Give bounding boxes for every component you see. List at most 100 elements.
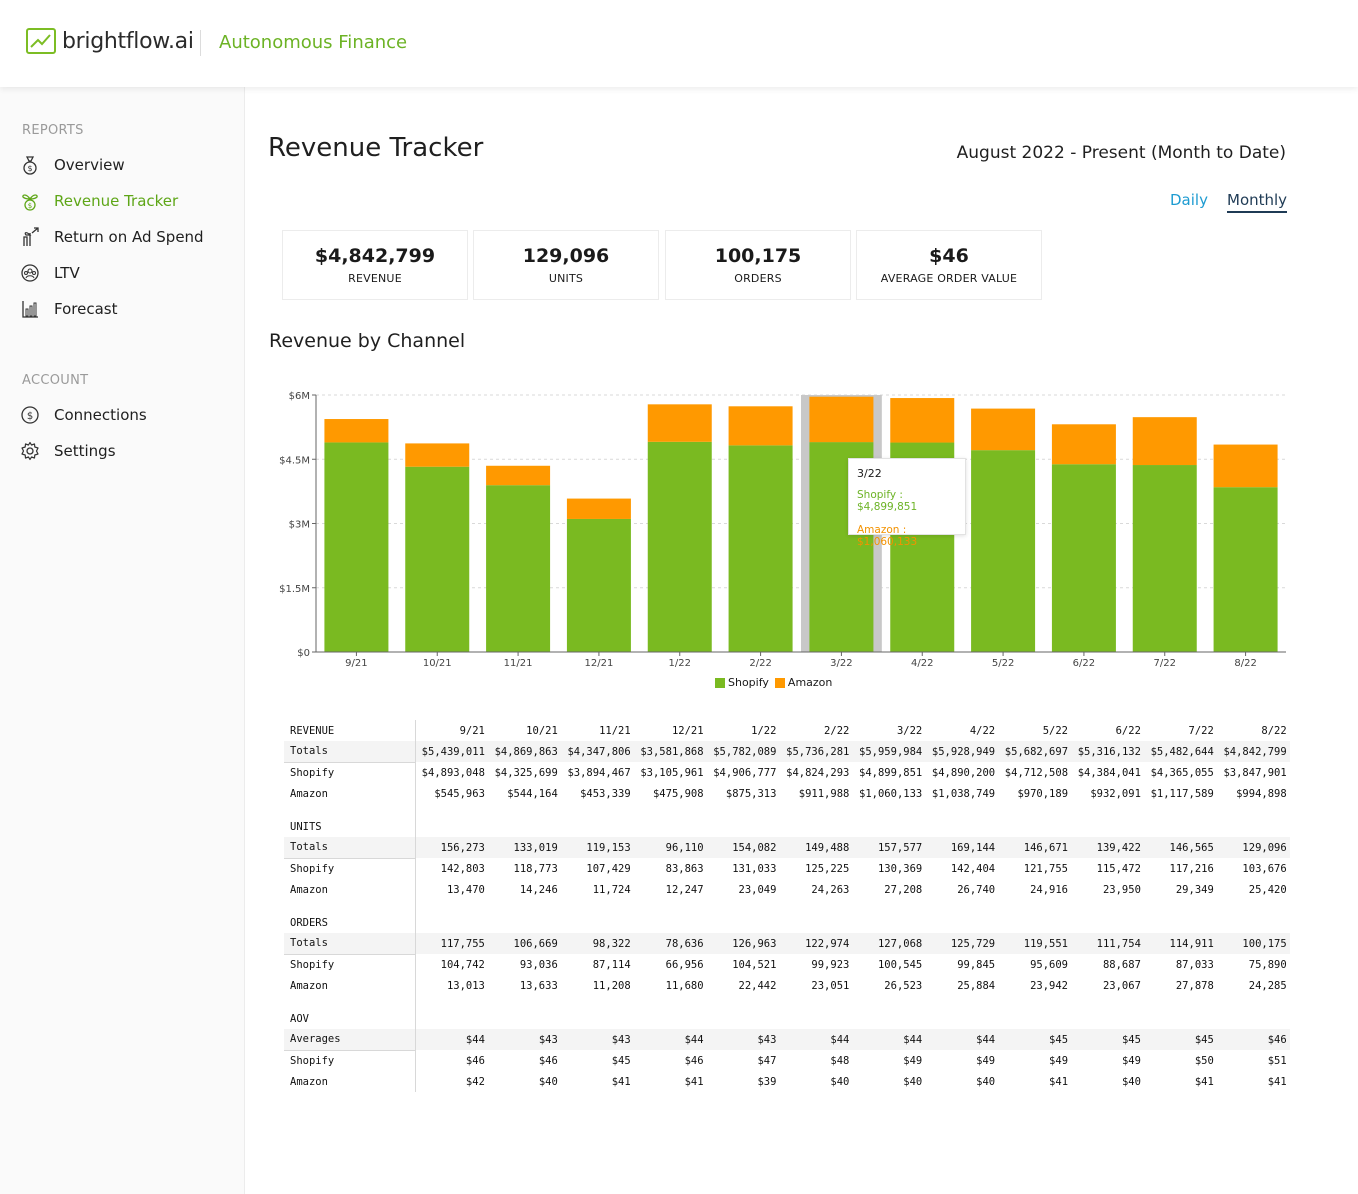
gap-cell xyxy=(852,996,925,1008)
shopify-swatch xyxy=(715,677,725,688)
table-cell: 121,755 xyxy=(1023,862,1069,875)
table-cell: $5,959,984 xyxy=(852,741,926,762)
table-cell: 96,110 xyxy=(633,837,707,858)
bar-shopify[interactable] xyxy=(1213,487,1278,652)
table-cell: 98,322 xyxy=(560,933,634,954)
bar-shopify[interactable] xyxy=(1051,464,1116,652)
table-cell: 13,470 xyxy=(446,883,485,896)
logo[interactable]: brightflow.ai xyxy=(26,28,194,54)
kpi-aov: $46 AVERAGE ORDER VALUE xyxy=(856,230,1042,300)
svg-text:$: $ xyxy=(27,411,33,422)
bar-amazon[interactable] xyxy=(1051,424,1116,465)
sidebar-item-label: Connections xyxy=(54,406,147,424)
table-cell: $48 xyxy=(830,1054,850,1067)
empty-cell xyxy=(1071,816,1144,837)
legend-shopify[interactable]: Shopify xyxy=(728,676,769,689)
tooltip-amazon: Amazon : $1,060,133 xyxy=(857,524,918,548)
table-cell: 11,724 xyxy=(592,883,631,896)
table-cell: 104,742 xyxy=(440,958,485,971)
section-title: REVENUE xyxy=(284,720,416,741)
empty-cell xyxy=(779,912,852,933)
sidebar-item-label: Settings xyxy=(54,442,116,460)
table-cell: $4,869,863 xyxy=(487,741,561,762)
table-cell: $42 xyxy=(465,1075,485,1088)
daily-toggle[interactable]: Daily xyxy=(1170,191,1208,209)
empty-cell xyxy=(925,912,998,933)
bar-shopify[interactable] xyxy=(324,442,389,652)
table-row: Shopify 104,742 93,036 87,114 66,956 104,521 9… xyxy=(284,954,1290,975)
sidebar-item-forecast[interactable]: Forecast xyxy=(20,299,117,319)
table-cell: $49 xyxy=(1049,1054,1069,1067)
gap-cell xyxy=(415,996,488,1008)
table-cell: $545,963 xyxy=(434,787,485,800)
empty-cell xyxy=(634,1008,707,1029)
column-header: 11/21 xyxy=(599,724,631,737)
table-cell: $4,842,799 xyxy=(1216,741,1290,762)
table-cell: $1,060,133 xyxy=(859,787,923,800)
bar-amazon[interactable] xyxy=(1132,417,1197,466)
empty-cell xyxy=(488,816,561,837)
sidebar-item-label: Forecast xyxy=(54,300,118,318)
empty-cell xyxy=(998,912,1071,933)
column-header: 9/21 xyxy=(459,724,485,737)
logo-text: brightflow.ai xyxy=(62,28,194,54)
x-tick-label: 11/21 xyxy=(504,658,533,669)
sidebar-item-return-on-ad-spend[interactable]: Return on Ad Spend xyxy=(20,227,204,247)
bar-amazon[interactable] xyxy=(809,396,874,443)
table-cell: $5,482,644 xyxy=(1143,741,1217,762)
legend-amazon[interactable]: Amazon xyxy=(787,676,833,689)
bar-amazon[interactable] xyxy=(971,408,1036,451)
sidebar-item-revenue-tracker[interactable]: $ Revenue Tracker xyxy=(20,191,178,211)
sidebar-item-settings[interactable]: Settings xyxy=(20,441,116,461)
bar-amazon[interactable] xyxy=(566,498,631,519)
table-row: Averages $44 $43 $43 $44 $43 $44 $44 $44 $45 $45 $4… xyxy=(284,1029,1290,1051)
bar-amazon[interactable] xyxy=(1213,444,1278,488)
bar-shopify[interactable] xyxy=(728,445,793,652)
table-row: Shopify $4,893,048 $4,325,699 $3,894,467 $3,… xyxy=(284,762,1290,783)
top-bar: brightflow.ai Autonomous Finance xyxy=(0,0,1358,87)
chart-title: Revenue by Channel xyxy=(269,330,466,352)
sidebar-item-label: Return on Ad Spend xyxy=(54,228,204,246)
table-cell: 130,369 xyxy=(877,862,923,875)
empty-cell xyxy=(1144,1008,1217,1029)
bar-amazon[interactable] xyxy=(647,404,712,442)
gap-cell xyxy=(779,996,852,1008)
table-cell: $45 xyxy=(1143,1029,1217,1050)
empty-cell xyxy=(561,1008,634,1029)
bar-shopify[interactable] xyxy=(1132,465,1197,652)
bar-shopify[interactable] xyxy=(647,441,712,652)
bar-shopify[interactable] xyxy=(405,466,470,652)
bar-amazon[interactable] xyxy=(405,443,470,467)
x-tick-label: 6/22 xyxy=(1073,658,1095,669)
table-cell: 99,923 xyxy=(811,958,850,971)
empty-cell xyxy=(1217,816,1290,837)
table-cell: $5,782,089 xyxy=(706,741,780,762)
table-cell: 146,565 xyxy=(1143,837,1217,858)
table-cell: $39 xyxy=(757,1075,777,1088)
bar-amazon[interactable] xyxy=(890,398,955,443)
column-header: 1/22 xyxy=(751,724,777,737)
bar-shopify[interactable] xyxy=(971,450,1036,652)
table-cell: 142,803 xyxy=(440,862,485,875)
sidebar-item-ltv[interactable]: LTV xyxy=(20,263,80,283)
gap-cell xyxy=(852,804,925,816)
column-header: 12/21 xyxy=(671,724,704,737)
sidebar-item-overview[interactable]: $ Overview xyxy=(20,155,125,175)
empty-cell xyxy=(1217,1008,1290,1029)
bar-shopify[interactable] xyxy=(486,485,551,652)
bar-amazon[interactable] xyxy=(324,419,389,443)
gap-cell xyxy=(1144,804,1217,816)
empty-cell xyxy=(1071,1008,1144,1029)
table-cell: $3,894,467 xyxy=(567,766,631,779)
revenue-chart: $0 $1.5M $3M $4.5M $6M 9/21 10/21 11/21 12/21 1/2… xyxy=(279,391,1286,669)
bar-amazon[interactable] xyxy=(728,406,793,446)
gap-cell xyxy=(779,900,852,912)
section-gap xyxy=(284,996,1290,1008)
row-label: Amazon xyxy=(284,783,416,804)
monthly-toggle[interactable]: Monthly xyxy=(1227,191,1288,213)
bar-amazon[interactable] xyxy=(486,465,551,486)
column-header: 3/22 xyxy=(896,724,923,737)
bar-shopify[interactable] xyxy=(566,518,631,652)
sidebar-item-connections[interactable]: $ Connections xyxy=(20,405,147,425)
date-range: August 2022 - Present (Month to Date) xyxy=(956,143,1286,163)
